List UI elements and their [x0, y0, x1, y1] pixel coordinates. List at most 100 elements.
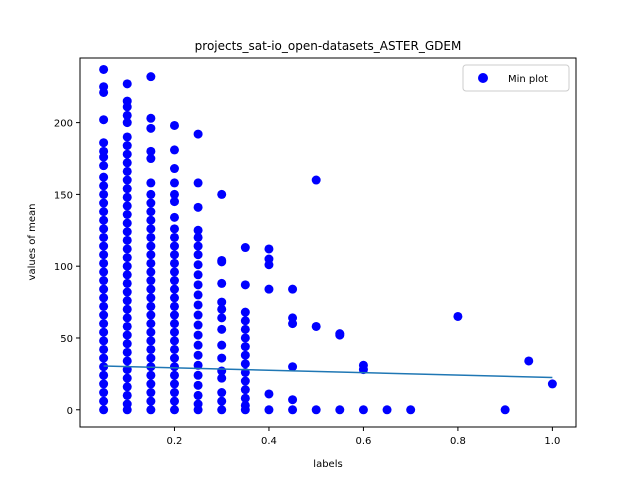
data-point: [146, 293, 156, 303]
data-point: [240, 316, 250, 326]
data-point: [169, 224, 179, 234]
data-point: [122, 347, 132, 357]
data-point: [169, 293, 179, 303]
data-point: [122, 356, 132, 366]
data-point: [99, 64, 109, 74]
data-point: [547, 379, 557, 389]
data-point: [99, 215, 109, 225]
data-point: [193, 232, 203, 242]
data-point: [99, 258, 109, 268]
x-tick-label: 0.8: [450, 436, 466, 447]
data-point: [122, 405, 132, 415]
data-point: [146, 336, 156, 346]
data-point: [169, 250, 179, 260]
data-point: [146, 319, 156, 329]
data-point: [193, 300, 203, 310]
data-point: [122, 390, 132, 400]
data-point: [193, 290, 203, 300]
data-point: [99, 198, 109, 208]
data-point: [146, 276, 156, 286]
data-point: [122, 373, 132, 383]
data-point: [358, 405, 368, 415]
data-point: [99, 161, 109, 171]
plot-frame: [79, 57, 577, 428]
data-point: [99, 181, 109, 191]
y-axis-label: values of mean: [27, 204, 38, 281]
data-point: [288, 395, 298, 405]
data-point: [99, 138, 109, 148]
data-point: [240, 376, 250, 386]
data-point: [382, 405, 392, 415]
data-point: [169, 396, 179, 406]
data-point: [335, 405, 345, 415]
data-point: [169, 353, 179, 363]
data-point: [193, 270, 203, 280]
data-point: [99, 152, 109, 162]
data-point: [217, 388, 227, 398]
x-tick-label: 0.6: [355, 436, 371, 447]
data-point: [193, 340, 203, 350]
data-point: [99, 207, 109, 217]
data-point: [146, 113, 156, 123]
legend-marker: [478, 73, 488, 83]
data-point: [99, 250, 109, 260]
data-point: [193, 320, 203, 330]
data-point: [240, 243, 250, 253]
trend-line: [103, 365, 553, 379]
data-point: [122, 270, 132, 280]
data-point: [169, 267, 179, 277]
y-tick-label: 100: [54, 262, 73, 273]
data-point: [335, 330, 345, 340]
data-point: [146, 189, 156, 199]
data-point: [99, 344, 109, 354]
data-point: [240, 333, 250, 343]
data-point: [146, 396, 156, 406]
data-point: [99, 388, 109, 398]
data-point: [99, 87, 109, 97]
data-point: [288, 284, 298, 294]
data-point: [169, 164, 179, 174]
data-point: [169, 327, 179, 337]
data-point: [99, 276, 109, 286]
data-point: [311, 321, 321, 331]
data-point: [122, 321, 132, 331]
data-point: [193, 202, 203, 212]
data-point: [122, 244, 132, 254]
data-point: [169, 379, 179, 389]
data-point: [240, 324, 250, 334]
data-point: [122, 132, 132, 142]
data-point: [288, 362, 298, 372]
x-tick-label: 0.2: [167, 436, 183, 447]
data-point: [240, 280, 250, 290]
data-point: [169, 197, 179, 207]
data-point: [217, 257, 227, 267]
data-point: [288, 319, 298, 329]
data-point: [99, 396, 109, 406]
data-point: [146, 215, 156, 225]
points-layer: [99, 64, 557, 415]
data-point: [122, 227, 132, 237]
data-point: [122, 175, 132, 185]
data-point: [169, 310, 179, 320]
data-point: [122, 110, 132, 120]
data-point: [99, 115, 109, 125]
data-point: [99, 189, 109, 199]
data-point: [99, 172, 109, 182]
data-point: [311, 175, 321, 185]
data-point: [99, 405, 109, 415]
data-point: [99, 241, 109, 251]
legend: Min plot: [462, 64, 570, 92]
data-point: [240, 350, 250, 360]
data-point: [146, 388, 156, 398]
data-point: [169, 336, 179, 346]
data-point: [122, 166, 132, 176]
data-point: [146, 258, 156, 268]
data-point: [122, 304, 132, 314]
data-point: [169, 145, 179, 155]
data-point: [146, 250, 156, 260]
data-point: [169, 120, 179, 130]
data-point: [217, 297, 227, 307]
data-point: [264, 244, 274, 254]
data-point: [169, 258, 179, 268]
